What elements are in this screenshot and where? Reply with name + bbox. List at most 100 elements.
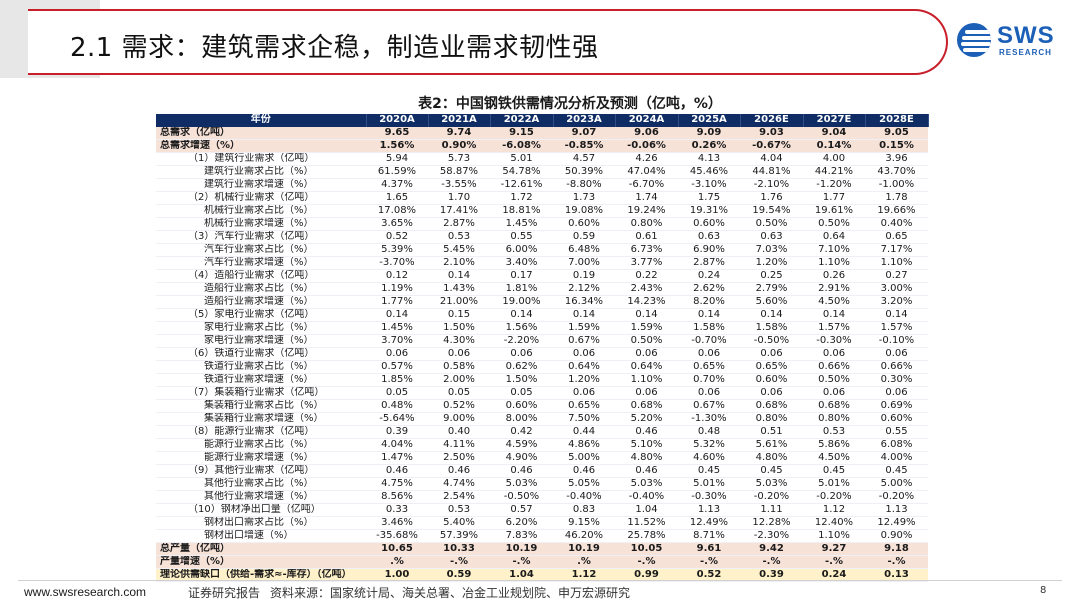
row-label: （10）钢材净出口量（亿吨） (156, 503, 366, 517)
table-row: 铁道行业需求增速（%） 1.85% 2.00% 1.50% 1.20% 1.10% 0.70… (156, 373, 928, 387)
table-cell: 7.10% (803, 243, 865, 257)
table-cell: 5.61% (740, 438, 803, 452)
table-cell: 5.73 (428, 152, 490, 166)
column-header-2023a: 2023A (553, 114, 616, 127)
table-title: 表2：中国钢铁供需情况分析及预测（亿吨，%） (418, 96, 722, 112)
table-cell: 6.20% (490, 516, 553, 530)
table-row: （7）集装箱行业需求（亿吨） 0.05 0.05 0.05 0.06 0.06 0.06 0.… (156, 386, 928, 400)
table-cell: -3.55% (428, 178, 490, 192)
table-cell: 0.64 (803, 230, 865, 244)
table-cell: 0.24 (678, 269, 740, 283)
table-cell: 0.14 (803, 308, 865, 322)
table-body: 总需求（亿吨） 9.65 9.74 9.15 9.07 9.06 9.09 9.03 9.04 9… (156, 126, 928, 582)
table-cell: -6.08% (490, 139, 553, 153)
table-cell: 1.59% (615, 321, 678, 335)
table-cell: 10.65 (366, 542, 428, 556)
table-cell: 1.73 (553, 191, 615, 205)
table-cell: 19.61% (803, 204, 865, 218)
table-cell: 0.26 (803, 269, 865, 283)
table-cell: 4.90% (490, 451, 553, 465)
table-cell: 10.19 (553, 542, 615, 556)
table-cell: 3.96 (865, 152, 928, 166)
table-cell: 2.91% (803, 282, 865, 296)
table-cell: -8.80% (553, 178, 615, 192)
table-cell: 0.65% (678, 360, 740, 374)
row-label: 总需求（亿吨） (156, 126, 366, 140)
table-cell: 0.46 (615, 464, 678, 478)
table-cell: -0.30% (803, 334, 865, 348)
table-cell: 9.04 (803, 126, 865, 140)
table-cell: 0.50% (740, 217, 803, 231)
table-cell: 1.81% (490, 282, 553, 296)
table-cell: 3.00% (865, 282, 928, 296)
header-red-diagonal (0, 0, 78, 80)
table-cell: 0.48 (678, 425, 740, 439)
table-row: 产量增速（%）.% -.% -.%.% -.% -.% -.% -.% -.% (156, 555, 928, 569)
row-label: 机械行业需求占比（%） (156, 204, 366, 218)
table-cell: 1.57% (803, 321, 865, 335)
table-cell: 17.08% (366, 204, 428, 218)
table-cell: -0.06% (615, 139, 678, 153)
table-cell: 4.80% (740, 451, 803, 465)
row-label: （4）造船行业需求（亿吨） (156, 269, 366, 283)
table-cell: 0.53 (803, 425, 865, 439)
table-row: 其他行业需求占比（%） 4.75% 4.74% 5.03% 5.05% 5.03% 5.01… (156, 477, 928, 491)
table-cell: -0.50% (740, 334, 803, 348)
table-cell: 0.06 (490, 347, 553, 361)
table-cell: 0.19 (553, 269, 615, 283)
table-cell: 0.46 (615, 425, 678, 439)
column-header-2021a: 2021A (428, 114, 491, 127)
table-cell: 0.50% (803, 373, 865, 387)
table-cell: 1.20% (553, 373, 615, 387)
table-cell: 0.06 (865, 386, 928, 400)
table-cell: 0.60% (678, 217, 740, 231)
table-cell: 61.59% (366, 165, 428, 179)
table-cell: 0.06 (865, 347, 928, 361)
table-cell: 0.63 (740, 230, 803, 244)
footer-website-link[interactable]: www.swsresearch.com (24, 585, 147, 599)
row-label: 总产量（亿吨） (156, 542, 366, 556)
table-cell: 14.23% (615, 295, 678, 309)
table-cell: 0.80% (803, 412, 865, 426)
table-cell: 1.13 (865, 503, 928, 517)
row-label: 总需求增速（%） (156, 139, 366, 153)
table-cell: 4.13 (678, 152, 740, 166)
table-cell: 0.33 (366, 503, 428, 517)
table-cell: 0.05 (366, 386, 428, 400)
table-row: （2）机械行业需求（亿吨） 1.65 1.70 1.72 1.73 1.74 1.75 1.7… (156, 191, 928, 205)
column-header-2024a: 2024A (615, 114, 679, 127)
table-cell: -.% (615, 555, 678, 569)
slide-header: 2.1 需求：建筑需求企稳，制造业需求韧性强 SWS RESEARCH (0, 0, 1080, 92)
table-cell: 12.49% (865, 516, 928, 530)
table-cell: 1.57% (865, 321, 928, 335)
table-cell: 0.17 (490, 269, 553, 283)
table-cell: 6.73% (615, 243, 678, 257)
table-cell: 2.62% (678, 282, 740, 296)
table-row: 造船行业需求占比（%） 1.19% 1.43% 1.81% 2.12% 2.43% 2.62… (156, 282, 928, 296)
row-label: （8）能源行业需求（亿吨） (156, 425, 366, 439)
table-cell: 4.60% (678, 451, 740, 465)
table-row: 汽车行业需求增速（%） -3.70% 2.10% 3.40% 7.00% 3.77% 2.8… (156, 256, 928, 270)
table-cell: 9.03 (740, 126, 803, 140)
table-cell: 19.31% (678, 204, 740, 218)
table-cell: 0.05 (428, 386, 490, 400)
table-cell: 1.10% (615, 373, 678, 387)
column-header-year: 年份 (156, 114, 367, 127)
table-cell: 2.12% (553, 282, 615, 296)
table-cell: 1.12 (803, 503, 865, 517)
table-cell: 0.59 (553, 230, 615, 244)
table-cell: 5.01% (803, 477, 865, 491)
page-title: 2.1 需求：建筑需求企稳，制造业需求韧性强 (70, 33, 599, 63)
row-label: （1）建筑行业需求（亿吨） (156, 152, 366, 166)
row-label: 铁道行业需求占比（%） (156, 360, 366, 374)
row-label: 钢材出口需求占比（%） (156, 516, 366, 530)
table-cell: 2.54% (428, 490, 490, 504)
row-label: 集装箱行业需求占比（%） (156, 399, 366, 413)
column-header-2020a: 2020A (366, 114, 429, 127)
table-row: （8）能源行业需求（亿吨） 0.39 0.40 0.42 0.44 0.46 0.48 0.5… (156, 425, 928, 439)
table-cell: 4.04 (740, 152, 803, 166)
table-cell: 1.74 (615, 191, 678, 205)
table-cell: 0.69% (865, 399, 928, 413)
sws-logo-icon (957, 23, 991, 57)
table-cell: 4.04% (366, 438, 428, 452)
